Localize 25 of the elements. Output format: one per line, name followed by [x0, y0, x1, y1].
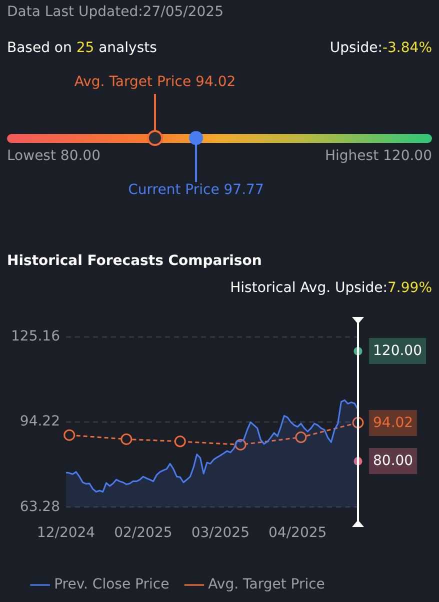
data-label: 120.00: [369, 338, 426, 364]
text: Avg. Target Price 94.02: [74, 74, 236, 90]
text: Lowest 80.00: [7, 148, 100, 164]
data-label: 94.02: [369, 410, 418, 436]
point: [64, 429, 76, 441]
x-tick-label: 12/2024: [36, 525, 96, 542]
text: Based on 25 analysts: [7, 40, 157, 56]
y-tick-label: 94.22: [20, 414, 60, 430]
y-tick-label: 125.16: [11, 328, 60, 345]
point: [120, 433, 132, 445]
text: Data Last Updated:27/05/2025: [7, 4, 224, 20]
x-tick-label: 04/2025: [268, 525, 327, 542]
text: Current Price 97.77: [128, 182, 264, 198]
point: [295, 432, 307, 444]
data-label: 80.00: [369, 448, 418, 474]
x-tick-label: 03/2025: [191, 525, 250, 542]
text: Upside:-3.84%: [330, 40, 432, 56]
chart-title: Historical Forecasts Comparison: [7, 253, 262, 269]
legend-label: Avg. Target Price: [208, 576, 325, 593]
chart-subtitle: Historical Avg. Upside:7.99%: [230, 280, 432, 296]
text: Highest 120.00: [324, 148, 432, 164]
x-tick-label: 02/2025: [114, 525, 172, 542]
legend-label: Prev. Close Price: [54, 576, 170, 593]
point: [174, 436, 186, 448]
y-tick-label: 63.28: [20, 498, 60, 515]
